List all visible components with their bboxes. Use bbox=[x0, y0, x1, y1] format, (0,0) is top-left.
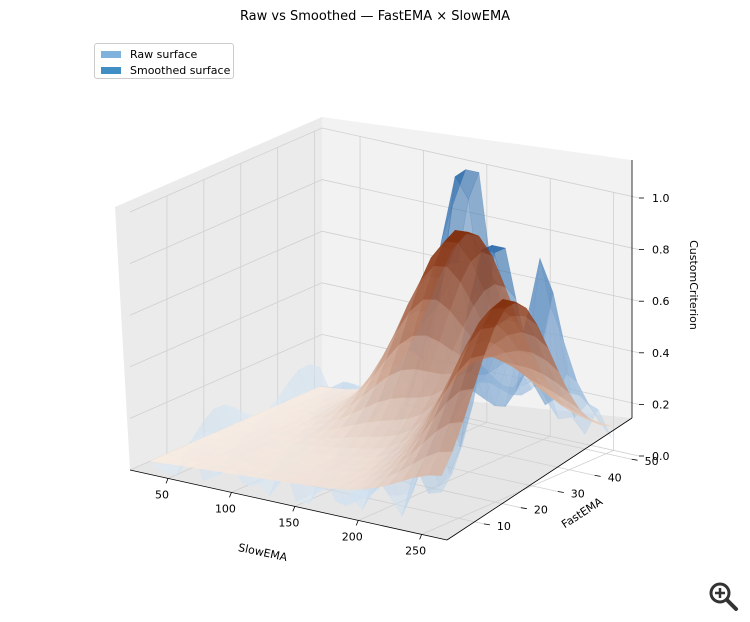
legend-swatch-smoothed bbox=[101, 67, 121, 74]
y-tick-mark bbox=[594, 474, 601, 477]
x-tick-label: 50 bbox=[155, 488, 169, 501]
z-tick-label: 0.0 bbox=[652, 450, 670, 463]
z-gridline bbox=[129, 230, 640, 316]
legend-entry-smoothed: Smoothed surface bbox=[101, 64, 230, 77]
zoom-in-magnifier-icon[interactable] bbox=[707, 580, 739, 612]
surfaces bbox=[149, 169, 612, 517]
x-axis-line bbox=[129, 469, 448, 541]
raw-surface-facet bbox=[587, 403, 612, 439]
raw-surface-facet bbox=[491, 244, 517, 300]
y-tick-label: 40 bbox=[608, 471, 622, 484]
smoothed-surface-facet bbox=[428, 451, 453, 476]
y-tick-mark bbox=[631, 458, 638, 461]
raw-surface-facet bbox=[427, 473, 453, 494]
z-axis-label: CustomCriterion bbox=[687, 240, 700, 330]
y-tick-label: 10 bbox=[497, 520, 511, 533]
x-tick-label: 200 bbox=[342, 530, 363, 543]
legend-entry-raw: Raw surface bbox=[101, 48, 197, 61]
x-tick-mark bbox=[292, 506, 296, 512]
legend: Raw surface Smoothed surface bbox=[94, 43, 234, 79]
z-gridline bbox=[129, 179, 640, 264]
y-axis-line bbox=[446, 417, 633, 541]
x-tick-mark bbox=[229, 492, 232, 498]
x-tick-mark bbox=[355, 520, 359, 526]
z-tick-label: 0.6 bbox=[652, 295, 670, 308]
y-tick-label: 30 bbox=[571, 488, 585, 501]
x-tick-label: 250 bbox=[405, 544, 426, 557]
z-tick-label: 0.4 bbox=[652, 347, 670, 360]
x-tick-label: 100 bbox=[215, 502, 236, 515]
legend-label-raw: Raw surface bbox=[130, 48, 198, 61]
z-tick-label: 0.8 bbox=[652, 244, 670, 257]
x-tick-mark bbox=[419, 534, 423, 540]
z-tick-label: 0.2 bbox=[652, 398, 670, 411]
legend-swatch-raw bbox=[101, 51, 121, 58]
z-gridline bbox=[129, 127, 640, 213]
y-tick-label: 50 bbox=[645, 455, 659, 468]
chart-title: Raw vs Smoothed — FastEMA × SlowEMA bbox=[239, 9, 511, 24]
y-tick-mark bbox=[520, 507, 527, 510]
z-tick-label: 1.0 bbox=[652, 192, 670, 205]
y-tick-label: 20 bbox=[534, 504, 548, 517]
y-tick-mark bbox=[483, 523, 490, 526]
x-tick-mark bbox=[165, 478, 169, 484]
y-tick-mark bbox=[557, 491, 564, 493]
x-tick-label: 150 bbox=[278, 516, 299, 529]
legend-label-smoothed: Smoothed surface bbox=[130, 64, 231, 77]
x-axis-label: SlowEMA bbox=[237, 541, 289, 564]
axis-ticks: 5010015020025010203040500.00.20.40.60.81… bbox=[155, 192, 669, 557]
